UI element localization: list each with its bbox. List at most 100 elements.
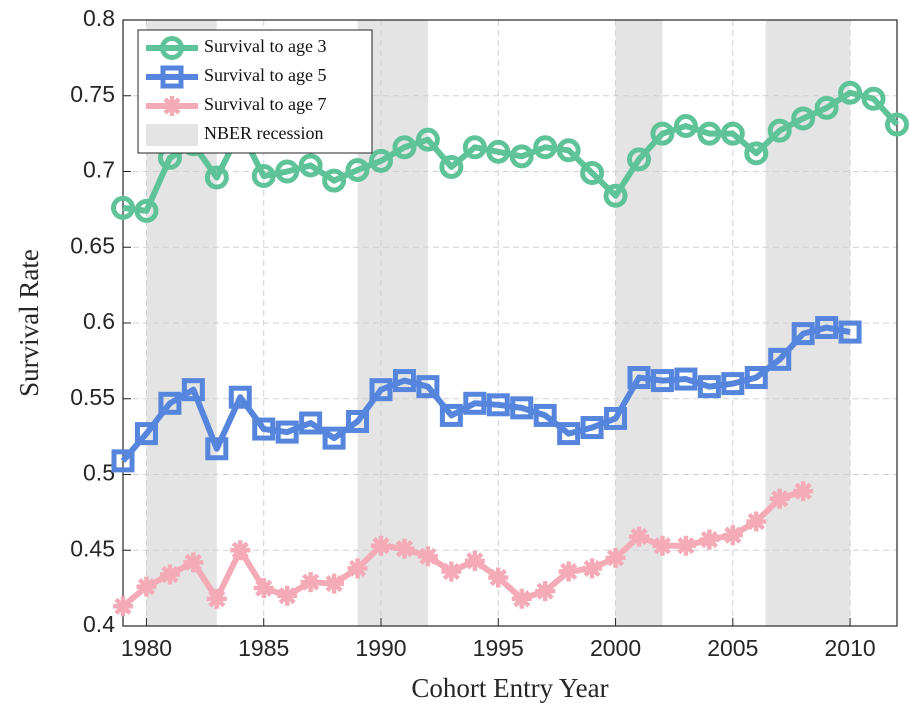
- marker: [324, 573, 345, 594]
- marker: [744, 366, 768, 390]
- marker: [345, 157, 370, 182]
- marker: [767, 118, 792, 143]
- marker: [674, 367, 698, 391]
- marker: [557, 422, 581, 446]
- marker: [535, 581, 556, 602]
- marker: [371, 535, 391, 556]
- marker: [629, 526, 649, 547]
- marker: [134, 422, 158, 446]
- y-tick-label: 0.55: [70, 384, 115, 410]
- marker: [417, 546, 438, 567]
- marker: [815, 316, 839, 340]
- marker: [298, 153, 323, 178]
- marker: [416, 375, 440, 399]
- marker: [838, 80, 863, 105]
- marker: [158, 391, 182, 415]
- marker: [885, 112, 909, 137]
- marker: [228, 385, 252, 409]
- marker: [675, 535, 696, 556]
- marker: [673, 114, 698, 139]
- marker: [159, 564, 180, 585]
- marker: [769, 488, 790, 509]
- marker: [441, 561, 462, 582]
- marker: [511, 588, 532, 609]
- y-tick-label: 0.4: [83, 611, 115, 637]
- marker: [369, 148, 393, 173]
- x-tick-label: 1985: [238, 635, 289, 661]
- marker: [252, 417, 276, 441]
- marker: [275, 159, 300, 184]
- series-line: [121, 488, 805, 609]
- marker: [814, 95, 839, 120]
- x-tick-label: 2005: [707, 635, 758, 661]
- marker: [111, 195, 135, 220]
- y-tick-label: 0.5: [83, 460, 115, 486]
- marker: [768, 347, 792, 371]
- marker: [556, 138, 581, 163]
- marker: [861, 86, 886, 111]
- legend-label: Survival to age 3: [204, 36, 326, 56]
- marker: [650, 121, 675, 146]
- legend-swatch: [146, 124, 198, 146]
- marker: [394, 538, 415, 559]
- marker: [722, 525, 743, 546]
- legend-label: Survival to age 7: [204, 94, 326, 114]
- legend: Survival to age 3 Survival to age 5 Surviv…: [137, 29, 373, 154]
- x-tick-label: 1980: [121, 635, 172, 661]
- marker: [322, 426, 346, 450]
- marker: [791, 106, 816, 131]
- marker: [230, 540, 251, 561]
- marker: [603, 183, 628, 208]
- marker: [580, 161, 605, 186]
- marker: [533, 403, 557, 427]
- y-tick-label: 0.6: [83, 308, 115, 334]
- axes-box: [122, 19, 898, 627]
- marker: [580, 416, 604, 440]
- marker: [160, 65, 184, 89]
- marker: [415, 127, 440, 152]
- marker: [699, 529, 720, 550]
- marker: [113, 596, 133, 617]
- marker: [136, 576, 157, 597]
- marker: [582, 558, 603, 579]
- marker: [162, 96, 182, 116]
- marker: [251, 164, 276, 189]
- marker: [486, 393, 510, 417]
- y-tick-label: 0.7: [83, 157, 115, 183]
- marker: [275, 420, 299, 444]
- marker: [439, 403, 463, 427]
- x-tick-label: 2010: [825, 635, 876, 661]
- x-axis-label: Cohort Entry Year: [411, 673, 608, 703]
- marker: [322, 168, 347, 193]
- marker: [697, 375, 721, 399]
- y-tick-label: 0.8: [83, 5, 115, 31]
- marker: [652, 535, 673, 556]
- marker: [392, 369, 416, 393]
- marker: [509, 144, 534, 169]
- marker: [206, 588, 227, 609]
- marker: [744, 141, 769, 166]
- marker: [510, 396, 534, 420]
- y-axis-label: Survival Rate: [14, 249, 44, 397]
- marker: [277, 585, 298, 606]
- marker: [181, 378, 205, 402]
- marker: [111, 449, 135, 473]
- marker: [462, 135, 487, 160]
- marker: [720, 121, 745, 146]
- marker: [464, 550, 485, 571]
- marker: [463, 391, 487, 415]
- y-tick-label: 0.75: [70, 81, 115, 107]
- marker: [558, 561, 579, 582]
- marker: [205, 437, 229, 461]
- marker: [697, 121, 722, 146]
- marker: [183, 552, 204, 573]
- series-line: [120, 324, 851, 463]
- marker: [793, 481, 814, 502]
- marker: [439, 154, 464, 179]
- marker: [346, 409, 370, 433]
- marker: [791, 322, 815, 346]
- marker: [721, 372, 745, 396]
- legend-label: NBER recession: [204, 123, 323, 143]
- marker: [369, 378, 393, 402]
